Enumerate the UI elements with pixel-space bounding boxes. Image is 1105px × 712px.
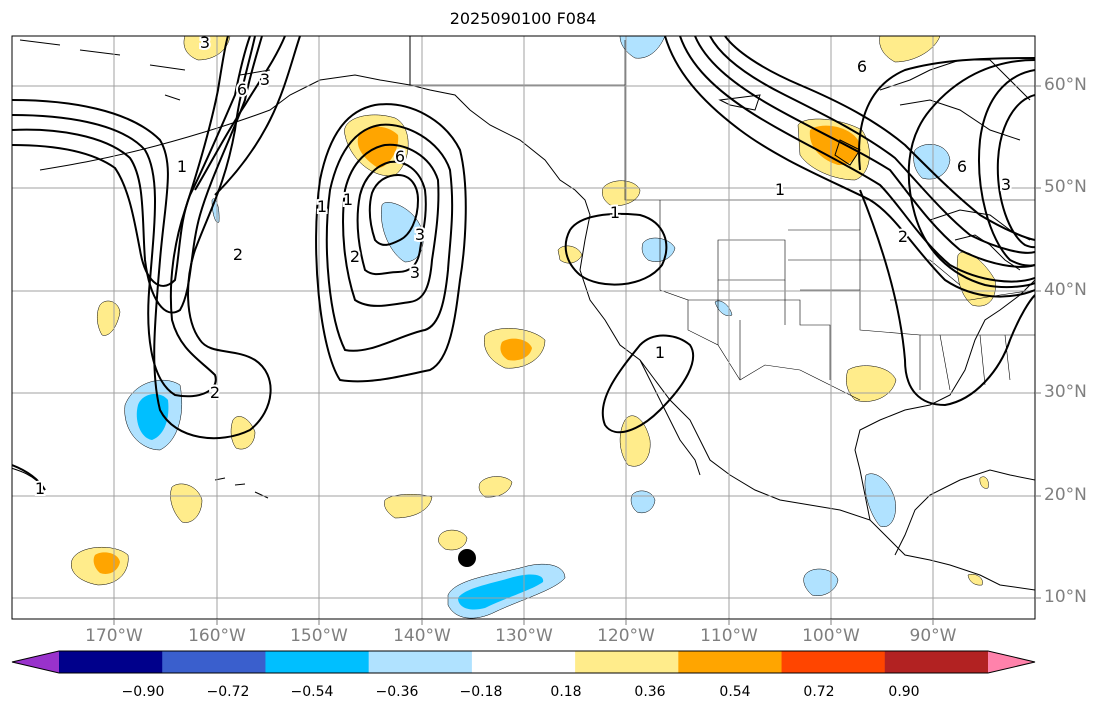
- state-borders: [410, 40, 1035, 401]
- anomaly-negative: [913, 144, 951, 180]
- colorbar-segment: [59, 651, 163, 673]
- contour-label: 2: [210, 383, 220, 402]
- lat-label: 30°N: [1044, 382, 1087, 402]
- anomaly-positive: [846, 365, 897, 402]
- colorbar-segment: [575, 651, 679, 673]
- anomaly-positive-strong: [809, 125, 859, 166]
- colorbar-segment: [471, 651, 576, 673]
- colorbar-tick-label: −0.90: [121, 684, 165, 700]
- axis-ticks: [113, 85, 1041, 625]
- lat-label: 50°N: [1044, 177, 1087, 197]
- lon-label: 150°W: [290, 626, 348, 646]
- anomaly-positive: [438, 529, 468, 551]
- anomaly-negative: [864, 473, 896, 528]
- contour-label: 3: [260, 70, 270, 89]
- colorbar-segment: [781, 651, 886, 673]
- colorbar-tick-label: 0.72: [803, 684, 835, 700]
- contour-label: 6: [957, 157, 967, 176]
- colorbar-extend-high: [988, 651, 1035, 673]
- anomaly-negative-strong: [136, 393, 169, 440]
- contour-label: 1: [610, 203, 620, 222]
- anomaly-positive: [478, 476, 513, 498]
- contour-label: 3: [1001, 175, 1011, 194]
- contour-label: 1: [177, 157, 187, 176]
- shaded-anomalies: [70, 36, 996, 619]
- lon-label: 160°W: [188, 626, 246, 646]
- anomaly-negative: [803, 568, 839, 596]
- anomaly-positive: [979, 476, 989, 489]
- lon-label: 170°W: [85, 626, 143, 646]
- contour-label: 3: [410, 263, 420, 282]
- anomaly-negative: [630, 490, 656, 514]
- colorbar-segment: [884, 651, 989, 673]
- colorbar-extend-low: [12, 651, 59, 673]
- lon-label: 100°W: [802, 626, 860, 646]
- colorbar-tick-label: 0.90: [888, 684, 920, 700]
- lat-label: 40°N: [1044, 280, 1087, 300]
- lon-label: 90°W: [909, 626, 957, 646]
- colorbar-tick-label: 0.36: [634, 684, 666, 700]
- lat-label: 20°N: [1044, 485, 1087, 505]
- anomaly-positive: [384, 494, 433, 519]
- colorbar-segment: [162, 651, 266, 673]
- map-title: 2025090100 F084: [449, 9, 597, 28]
- anomaly-negative: [714, 300, 733, 316]
- colorbar: [11, 650, 1036, 674]
- colorbar-outline: [11, 650, 1036, 674]
- contour-labels: 1 2 3 6 1 2 1 3 2 3 6 1 1 3 6 1 2 6 3 1: [33, 33, 1013, 500]
- lat-label: 60°N: [1044, 75, 1087, 95]
- contour-label: 1: [655, 343, 665, 362]
- lon-label: 110°W: [700, 626, 758, 646]
- contour-label: 6: [857, 57, 867, 76]
- contour-lines: [12, 36, 1035, 491]
- contour-label: 6: [237, 80, 247, 99]
- lon-label: 140°W: [393, 626, 451, 646]
- lon-label: 120°W: [597, 626, 655, 646]
- colorbar-segment: [678, 651, 783, 673]
- anomaly-positive: [97, 300, 121, 336]
- colorbar-tick-label: 0.18: [550, 684, 582, 700]
- contour-label: 1: [775, 180, 785, 199]
- contour-label: 1: [317, 197, 327, 216]
- anomaly-positive: [602, 180, 641, 206]
- contour-label: 1: [35, 479, 45, 498]
- colorbar-tick-label: −0.72: [206, 684, 250, 700]
- lat-label: 10°N: [1044, 587, 1087, 607]
- contour-label: 1: [343, 190, 353, 209]
- lat-lon-grid: [12, 36, 1035, 619]
- colorbar-segment: [368, 651, 473, 673]
- anomaly-negative: [211, 198, 220, 223]
- anomaly-positive: [557, 245, 583, 264]
- anomaly-negative-strong: [458, 574, 544, 610]
- contour-label: 2: [350, 247, 360, 266]
- contour-label: 2: [898, 227, 908, 246]
- colorbar-tick-label: −0.18: [459, 684, 503, 700]
- colorbar-tick-label: 0.54: [719, 684, 751, 700]
- contour-label: 3: [415, 225, 425, 244]
- colorbar-tick-label: −0.54: [290, 684, 334, 700]
- anomaly-negative: [641, 237, 676, 262]
- anomaly-negative: [619, 36, 666, 59]
- anomaly-positive: [619, 415, 651, 467]
- anomaly-positive: [170, 483, 203, 523]
- colorbar-segment: [265, 651, 370, 673]
- anomaly-positive: [879, 36, 941, 63]
- contour-label: 2: [233, 245, 243, 264]
- lon-label: 130°W: [495, 626, 553, 646]
- storm-center-marker: [458, 549, 476, 567]
- colorbar-tick-label: −0.36: [375, 684, 419, 700]
- contour-label: 6: [395, 147, 405, 166]
- anomaly-positive: [967, 574, 983, 586]
- contour-label: 3: [200, 33, 210, 52]
- anomaly-positive-strong: [93, 552, 120, 574]
- anomaly-positive: [183, 36, 231, 61]
